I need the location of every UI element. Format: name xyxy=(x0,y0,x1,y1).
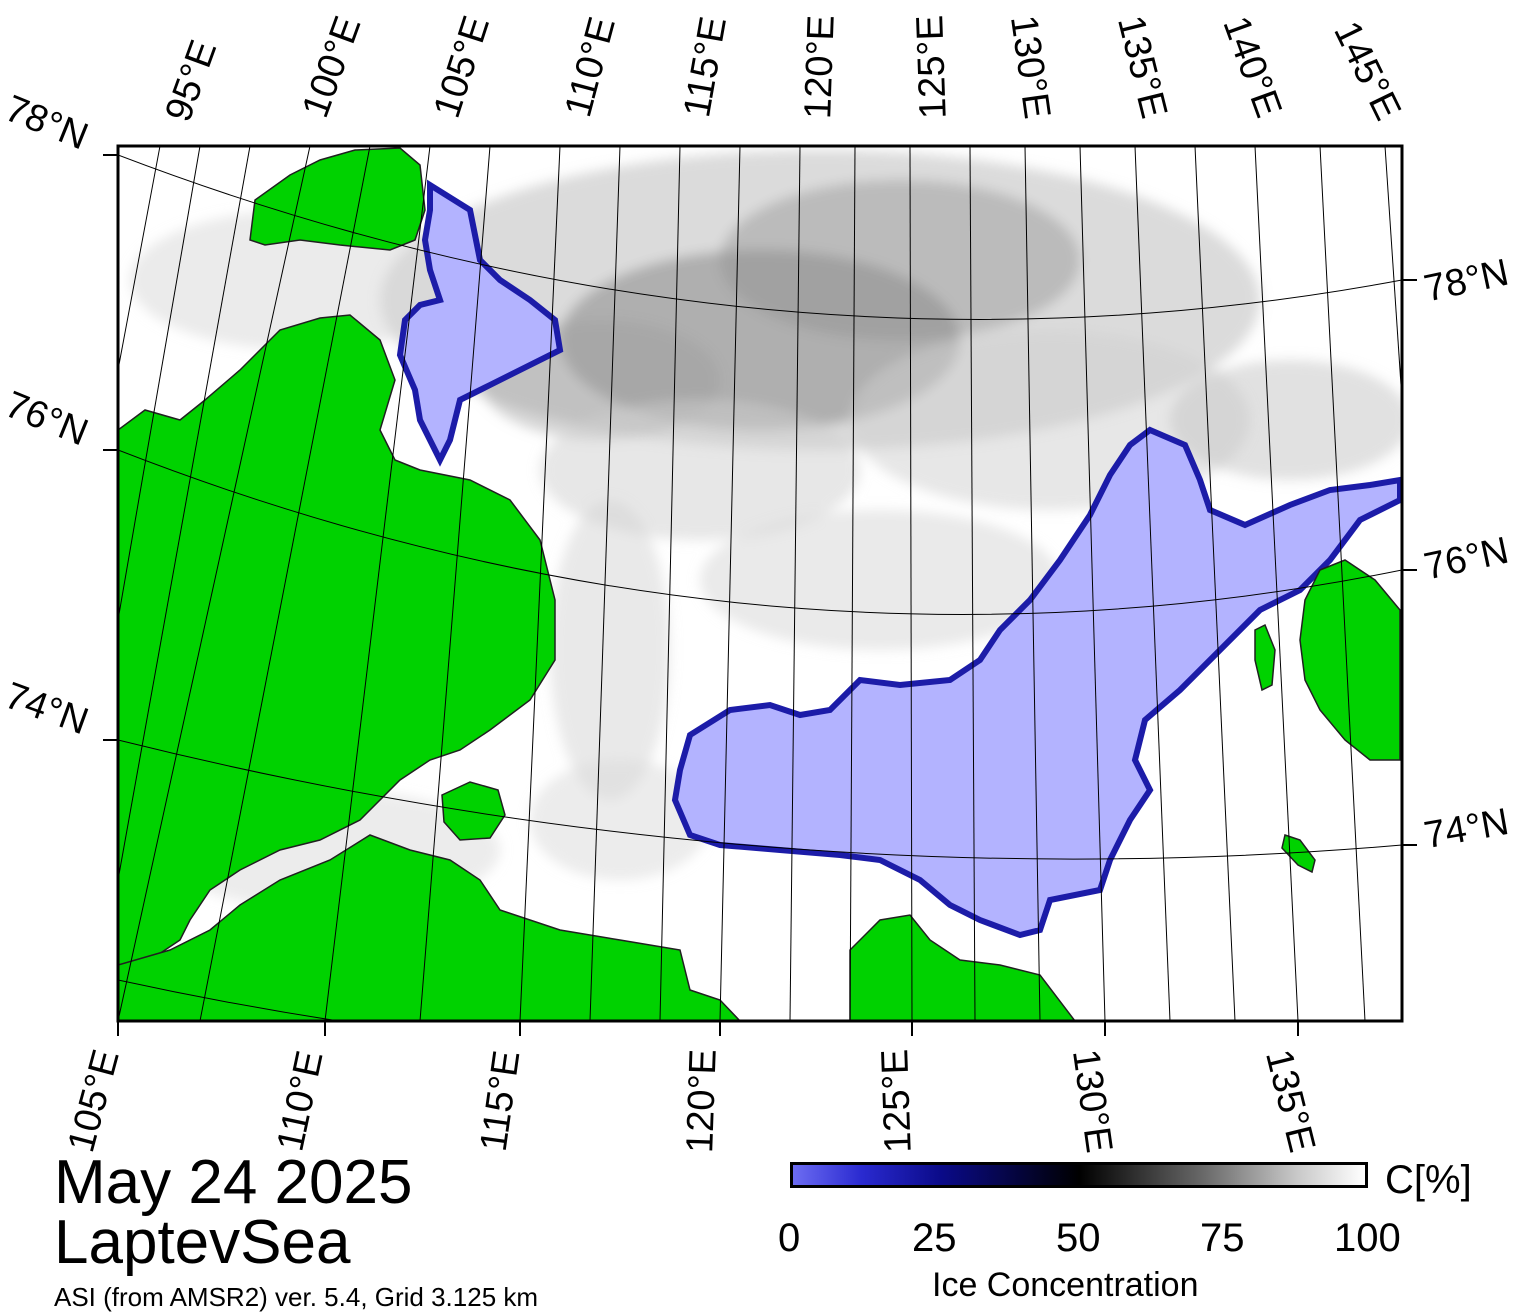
lon-label-bottom-125e: 125°E xyxy=(874,1048,920,1154)
colorbar-tick-50: 50 xyxy=(1056,1216,1101,1260)
lon-label-top-125e: 125°E xyxy=(909,14,955,120)
land-islet-1 xyxy=(1254,623,1276,692)
land-masses xyxy=(118,147,1401,1021)
sea-ice-shading xyxy=(130,150,1402,910)
land-taymyr xyxy=(118,314,556,966)
colorbar-tick-25: 25 xyxy=(912,1216,957,1260)
colorbar-tick-100: 100 xyxy=(1334,1216,1401,1260)
product-description: ASI (from AMSR2) ver. 5.4, Grid 3.125 km xyxy=(54,1282,539,1312)
colorbar-unit: C[%] xyxy=(1385,1158,1472,1202)
low-concentration-areas xyxy=(396,179,1402,939)
map-frame xyxy=(116,144,1404,1023)
polynya-west xyxy=(396,179,564,467)
frame-ticks xyxy=(103,154,1417,1036)
land-islet-2 xyxy=(1281,834,1316,874)
parallel-78n xyxy=(118,154,1402,320)
land-severnaya-zemlya xyxy=(249,147,426,251)
parallel-72n xyxy=(118,979,1402,1021)
land-lena-delta xyxy=(849,914,1076,1021)
lon-label-bottom-120e: 120°E xyxy=(679,1048,725,1154)
land-island-mid xyxy=(441,781,506,841)
parallel-76n xyxy=(118,449,1402,615)
colorbar-title: Ice Concentration xyxy=(932,1266,1199,1304)
colorbar xyxy=(790,1162,1368,1188)
polynya-laptev xyxy=(671,426,1402,939)
land-new-siberian-islands xyxy=(1299,559,1401,761)
graticule xyxy=(118,146,1402,1021)
parallel-74n xyxy=(118,739,1402,860)
lon-label-top-120e: 120°E xyxy=(797,14,843,120)
region-name: LaptevSea xyxy=(54,1208,351,1277)
map-date: May 24 2025 xyxy=(54,1148,413,1217)
colorbar-tick-0: 0 xyxy=(778,1216,801,1260)
colorbar-tick-75: 75 xyxy=(1200,1216,1245,1260)
